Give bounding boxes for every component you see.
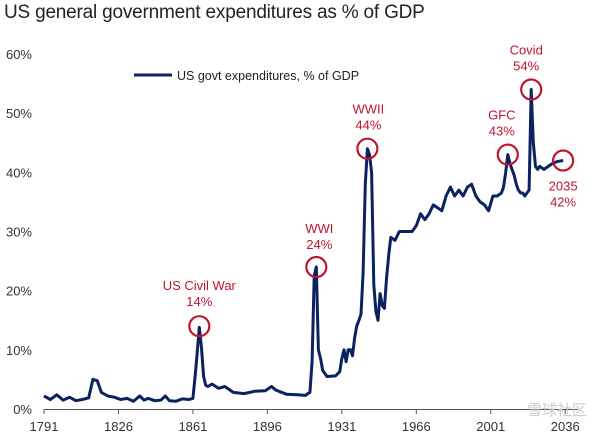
series-line [43, 88, 564, 403]
annotation-circle [188, 315, 211, 338]
annotation-circle [356, 137, 379, 160]
annotation-value: 14% [186, 294, 212, 309]
annotation-label: Covid [510, 43, 543, 58]
annotation-circle [520, 78, 543, 101]
legend: US govt expenditures, % of GDP [134, 69, 359, 83]
y-tick-label: 30% [6, 225, 32, 240]
annotation-label: WWI [305, 221, 333, 236]
watermark: 雪球社区 [527, 401, 587, 419]
annotation-value: 24% [306, 237, 332, 252]
annotation-value: 43% [489, 124, 515, 139]
x-tick-label: 1931 [327, 419, 356, 434]
x-tick-label: 1826 [104, 419, 133, 434]
y-tick-label: 50% [6, 106, 32, 121]
y-tick-label: 60% [6, 47, 32, 62]
annotation-label: 2035 [549, 179, 578, 194]
x-tick-label: 2001 [476, 419, 505, 434]
y-tick-label: 0% [13, 402, 32, 417]
y-tick-label: 40% [6, 165, 32, 180]
annotation-label: GFC [488, 108, 515, 123]
annotation-circle [496, 143, 519, 166]
annotation-value: 42% [550, 195, 576, 210]
y-tick-label: 20% [6, 284, 32, 299]
annotation-label: WWII [352, 102, 384, 117]
x-tick-label: 1861 [178, 419, 207, 434]
x-tick-label: 1966 [402, 419, 431, 434]
x-tick-label: 2036 [551, 419, 580, 434]
annotation-label: US Civil War [163, 278, 237, 293]
annotation-circle [305, 255, 328, 279]
x-axis-ticks: 1791 1826 1861 1896 1931 1966 2001 2036 [30, 409, 580, 434]
x-tick-label: 1896 [253, 419, 282, 434]
y-axis-ticks: 0% 10% 20% 30% 40% 50% 60% [6, 47, 32, 417]
legend-label: US govt expenditures, % of GDP [177, 69, 359, 83]
annotation-value: 54% [513, 59, 539, 74]
annotation-value: 44% [355, 118, 381, 133]
annotation-circle [552, 149, 575, 172]
y-tick-label: 10% [6, 343, 32, 358]
chart-title: US general government expenditures as % … [4, 2, 425, 23]
x-tick-label: 1791 [30, 419, 59, 434]
